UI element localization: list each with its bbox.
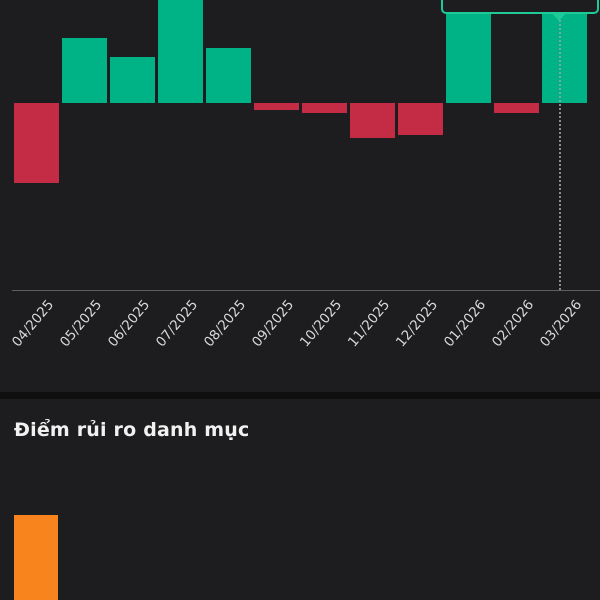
risk-score-bar[interactable] <box>14 515 58 600</box>
bar-03-2026[interactable] <box>542 13 587 103</box>
x-axis-line <box>12 290 600 291</box>
bar-11-2025[interactable] <box>350 103 395 138</box>
bar-02-2026[interactable] <box>494 103 539 113</box>
bar-04-2025[interactable] <box>14 103 59 183</box>
x-axis-label: 11/2025 <box>344 297 393 351</box>
bar-12-2025[interactable] <box>398 103 443 135</box>
bar-07-2025[interactable] <box>158 0 203 103</box>
selected-month-tooltip <box>441 0 599 14</box>
x-axis-label: 10/2025 <box>296 297 345 351</box>
x-axis-label: 04/2025 <box>8 297 57 351</box>
x-axis-label: 06/2025 <box>104 297 153 351</box>
tooltip-arrow-icon <box>551 12 567 21</box>
bar-06-2025[interactable] <box>110 57 155 103</box>
bar-09-2025[interactable] <box>254 103 299 110</box>
x-axis-label: 08/2025 <box>200 297 249 351</box>
bar-01-2026[interactable] <box>446 0 491 103</box>
x-axis-label: 07/2025 <box>152 297 201 351</box>
section-divider <box>0 392 600 399</box>
x-axis-label: 12/2025 <box>392 297 441 351</box>
risk-section-title: Điểm rủi ro danh mục <box>14 419 250 441</box>
x-axis-label: 03/2026 <box>536 297 585 351</box>
monthly-performance-chart: 04/2025 05/2025 06/2025 07/2025 08/2025 09/20… <box>8 0 600 351</box>
selection-guideline <box>559 20 561 290</box>
bar-10-2025[interactable] <box>302 103 347 113</box>
x-axis-label: 02/2026 <box>488 297 537 351</box>
bar-05-2025[interactable] <box>62 38 107 103</box>
bar-08-2025[interactable] <box>206 48 251 103</box>
x-axis-label: 09/2025 <box>248 297 297 351</box>
x-axis-label: 01/2026 <box>440 297 489 351</box>
risk-score-section: Điểm rủi ro danh mục <box>0 399 600 600</box>
x-axis-label: 05/2025 <box>56 297 105 351</box>
